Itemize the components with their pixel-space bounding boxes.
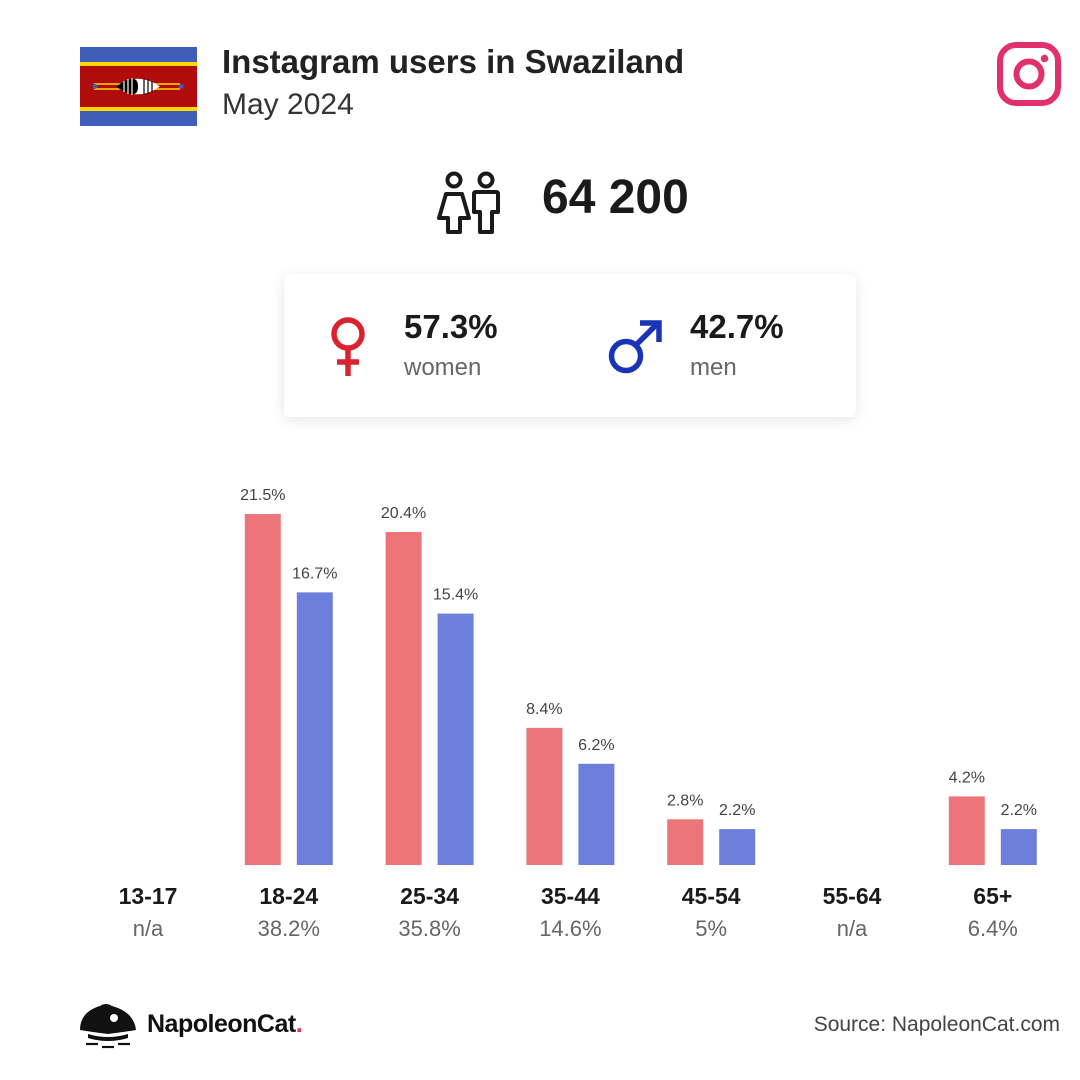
people-icon — [437, 171, 500, 234]
bar-men-25-34 — [437, 613, 474, 865]
page-subtitle: May 2024 — [222, 88, 354, 121]
data-label-women-18-24: 21.5% — [240, 487, 285, 504]
age-group-total: 35.8% — [398, 916, 461, 941]
age-group-total: 38.2% — [257, 916, 320, 941]
male-symbol-icon — [608, 320, 662, 374]
age-group-label: 45-54 — [681, 883, 741, 909]
age-group-total: n/a — [836, 916, 868, 941]
men-label: men — [690, 354, 737, 381]
men-percentage: 42.7% — [690, 308, 784, 345]
instagram-icon — [997, 42, 1061, 106]
bar-men-45-54 — [719, 829, 756, 865]
bar-men-18-24 — [296, 592, 333, 865]
women-percentage: 57.3% — [404, 308, 498, 345]
napoleoncat-logo-icon — [80, 1004, 136, 1049]
women-label: women — [404, 354, 482, 381]
age-group-label: 65+ — [973, 883, 1013, 909]
brand-name: NapoleonCat. — [147, 1010, 303, 1038]
data-label-women-45-54: 2.8% — [667, 792, 703, 809]
age-group-total: 6.4% — [967, 916, 1018, 941]
age-group-label: 35-44 — [540, 883, 600, 909]
age-group-label: 13-17 — [118, 883, 178, 909]
age-group-label: 25-34 — [400, 883, 459, 909]
age-group-label: 18-24 — [259, 883, 319, 909]
data-label-women-65+: 4.2% — [949, 769, 985, 786]
page-title: Instagram users in Swaziland — [222, 43, 685, 80]
age-gender-bar-chart: 21.5% 16.7% 20.4% 15.4% 8.4% 6.2% 2.8% 2.2% 4.2%… — [240, 487, 1037, 865]
age-group-total: 14.6% — [539, 916, 602, 941]
flag-icon — [80, 47, 197, 126]
bar-women-25-34 — [385, 531, 422, 865]
data-label-men-25-34: 15.4% — [433, 587, 478, 604]
gender-card: 57.3% women 42.7% men — [284, 274, 856, 417]
data-label-men-18-24: 16.7% — [292, 565, 337, 582]
source-text: Source: NapoleonCat.com — [813, 1013, 1060, 1036]
bar-women-45-54 — [667, 819, 704, 865]
bar-men-35-44 — [578, 763, 615, 865]
age-group-label: 55-64 — [822, 883, 882, 909]
bar-women-18-24 — [244, 514, 281, 865]
data-label-women-25-34: 20.4% — [381, 505, 426, 522]
female-symbol-icon — [331, 317, 365, 376]
data-label-women-35-44: 8.4% — [526, 701, 562, 718]
total-users: 64 200 — [542, 171, 689, 224]
data-label-men-65+: 2.2% — [1001, 802, 1037, 819]
bar-women-65+ — [948, 796, 985, 865]
bar-men-65+ — [1000, 829, 1037, 865]
age-group-total: 5% — [695, 916, 728, 941]
data-label-men-45-54: 2.2% — [719, 802, 755, 819]
data-label-men-35-44: 6.2% — [578, 737, 614, 754]
age-group-total: n/a — [132, 916, 164, 941]
bar-women-35-44 — [526, 727, 563, 865]
